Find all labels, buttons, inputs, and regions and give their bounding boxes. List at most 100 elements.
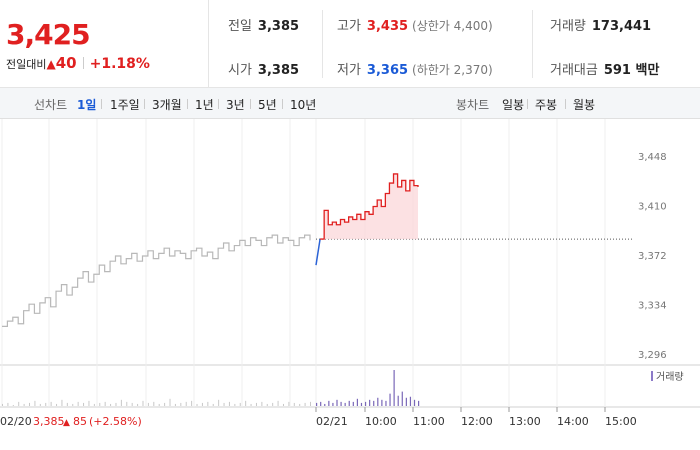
volume-label: 거래량 <box>550 19 586 34</box>
volume-bar <box>39 403 41 406</box>
volume-bar <box>34 400 36 406</box>
period-1d[interactable]: 1일 <box>77 98 97 112</box>
volume-bar <box>381 399 383 406</box>
volume-bars <box>2 370 420 406</box>
x-tick-label: 13:00 <box>509 415 541 428</box>
period-5y[interactable]: 5년 <box>258 98 277 112</box>
change-rate: +1.18% <box>89 56 150 72</box>
volume-value: 173,441 <box>591 19 652 34</box>
candle-weekly[interactable]: 주봉 <box>535 98 558 112</box>
volume-bar <box>120 399 122 406</box>
today-area-fill <box>320 173 418 240</box>
volume-bar <box>409 396 412 406</box>
volume-bar <box>393 370 395 406</box>
period-3y[interactable]: 3년 <box>226 98 245 112</box>
low-value: 3,365 <box>366 63 409 78</box>
volume-bar <box>389 393 391 406</box>
prev-day-series <box>2 234 311 327</box>
y-axis-labels: 3,448 3,410 3,372 3,334 3,296 <box>638 152 667 361</box>
volume-bar <box>288 401 290 406</box>
prev-day-close: 3,385 <box>33 415 65 428</box>
today-area <box>320 173 418 240</box>
chart-grid <box>0 119 700 408</box>
divider <box>532 10 533 78</box>
divider <box>187 99 188 109</box>
period-3m[interactable]: 3개월 <box>152 98 182 112</box>
volume-bar <box>164 402 166 406</box>
volume-bar <box>320 401 322 406</box>
y-tick-label: 3,334 <box>638 301 667 312</box>
volume-bar <box>2 403 3 406</box>
divider <box>82 57 84 69</box>
x-tick-label: 10:00 <box>365 415 397 428</box>
high-label: 고가 <box>337 19 361 34</box>
prev-close-value: 3,385 <box>257 19 300 34</box>
volume-bar <box>228 401 230 406</box>
volume-bar <box>77 401 79 406</box>
volume-bar <box>316 402 318 406</box>
period-1y[interactable]: 1년 <box>195 98 214 112</box>
volume-bar <box>239 402 241 406</box>
low-cell: 저가 3,365 (하한가 2,370) <box>337 59 493 78</box>
volume-bar <box>207 401 209 406</box>
volume-bar <box>328 400 330 406</box>
volume-bar <box>23 403 25 406</box>
amount-label: 거래대금 <box>550 63 598 78</box>
volume-cell: 거래량 173,441 <box>550 15 651 34</box>
today-line <box>315 173 419 266</box>
volume-bar <box>93 403 95 406</box>
current-price: 3,425 <box>6 18 91 51</box>
change-row: 전일대비▲40 +1.18% <box>6 54 150 72</box>
candle-monthly[interactable]: 월봉 <box>573 98 596 112</box>
prev-day-line <box>2 234 311 327</box>
chart-canvas[interactable]: 3,448 3,410 3,372 3,334 3,296 02/21 10:00 11:0… <box>0 119 700 450</box>
volume-bar <box>115 402 117 406</box>
volume-bar <box>212 403 214 406</box>
volume-bar <box>340 401 342 406</box>
volume-bar <box>310 401 311 406</box>
volume-bar <box>352 401 354 406</box>
volume-bar <box>299 403 301 406</box>
x-tick-label: 02/21 <box>316 415 348 428</box>
low-label: 저가 <box>337 63 361 78</box>
period-10y[interactable]: 10년 <box>290 98 317 112</box>
volume-bar <box>83 402 85 406</box>
x-tick-label: 12:00 <box>461 415 493 428</box>
volume-bar <box>336 399 338 406</box>
period-1w[interactable]: 1주일 <box>110 98 140 112</box>
divider <box>101 99 102 109</box>
candle-daily[interactable]: 일봉 <box>502 98 525 112</box>
volume-bar <box>250 403 252 406</box>
volume-bar <box>72 403 74 406</box>
change-value: 40 <box>55 54 77 72</box>
candle-chart-label: 봉차트 <box>456 98 490 112</box>
volume-bar <box>261 401 263 406</box>
open-label: 시가 <box>228 63 252 78</box>
up-arrow-icon: ▲ <box>46 57 56 71</box>
volume-bar <box>18 401 20 406</box>
info-grid: 전일 3,385 시가 3,385 고가 3,435 (상한가 4,400) 저가 3,3… <box>210 0 700 88</box>
amount-cell: 거래대금 591 백만 <box>550 59 659 78</box>
volume-bar <box>373 400 375 406</box>
amount-value: 591 백만 <box>603 63 660 78</box>
open-cell: 시가 3,385 <box>228 59 299 78</box>
period-bar: 선차트 1일 1주일 3개월 1년 3년 5년 10년 봉차트 일봉 주봉 월봉 <box>0 88 700 119</box>
volume-bar <box>29 402 31 406</box>
volume-bar <box>356 398 358 406</box>
today-series <box>320 173 419 240</box>
high-cell: 고가 3,435 (상한가 4,400) <box>337 15 493 34</box>
volume-bar <box>61 399 63 406</box>
price-chart[interactable]: 3,448 3,410 3,372 3,334 3,296 02/21 10:00 11:0… <box>0 119 700 450</box>
volume-bar <box>266 403 268 406</box>
divider <box>218 99 219 109</box>
volume-bar <box>147 402 149 406</box>
volume-bar <box>397 395 399 406</box>
divider <box>322 10 323 78</box>
volume-bar <box>272 402 274 406</box>
volume-bar <box>110 403 112 406</box>
volume-bar <box>234 403 236 406</box>
high-value: 3,435 <box>366 19 409 34</box>
volume-bar <box>126 401 128 406</box>
volume-bar <box>12 404 14 406</box>
line-chart-label: 선차트 <box>34 98 68 112</box>
